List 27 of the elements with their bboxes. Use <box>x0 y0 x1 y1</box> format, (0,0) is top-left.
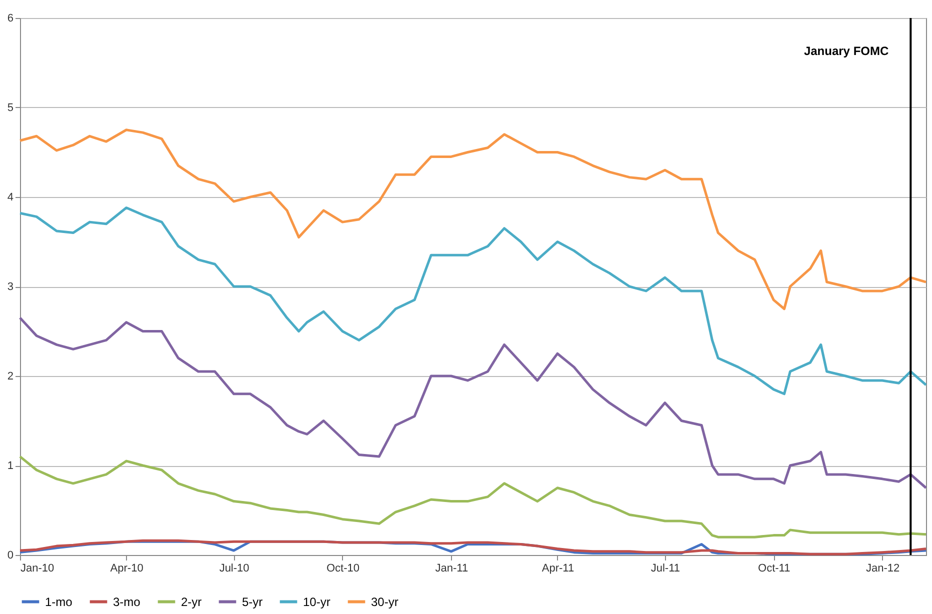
line-series <box>18 128 928 310</box>
legend-label: 10-yr <box>303 594 330 609</box>
legend-label: 30-yr <box>371 594 398 609</box>
y-tick-label: 1 <box>7 460 14 472</box>
x-tick-label: Oct-11 <box>758 562 790 574</box>
y-tick-label: 4 <box>7 192 14 204</box>
legend-label: 1-mo <box>45 594 73 609</box>
line-series <box>18 455 928 538</box>
legend-label: 3-mo <box>113 594 141 609</box>
line-series <box>18 316 928 490</box>
x-tick-label: Jan-11 <box>435 562 468 574</box>
x-tick-label: Jul-10 <box>219 562 250 574</box>
line-series <box>18 206 928 396</box>
y-tick-label: 2 <box>7 370 14 382</box>
ref-line-label: January FOMC <box>804 44 889 58</box>
legend-label: 2-yr <box>181 594 202 609</box>
y-tick-label: 5 <box>7 102 14 114</box>
x-tick-label: Jul-11 <box>650 562 680 574</box>
x-tick-label: Oct-10 <box>326 562 360 574</box>
y-tick-label: 3 <box>7 281 14 293</box>
y-tick-label: 6 <box>7 12 14 24</box>
x-tick-label: Apr-10 <box>110 562 144 574</box>
x-tick-label: Jan-12 <box>866 562 900 574</box>
x-tick-label: Jan-10 <box>20 562 54 574</box>
legend-label: 5-yr <box>242 594 263 609</box>
y-tick-label: 0 <box>7 550 14 562</box>
x-tick-label: Apr-11 <box>542 562 574 574</box>
